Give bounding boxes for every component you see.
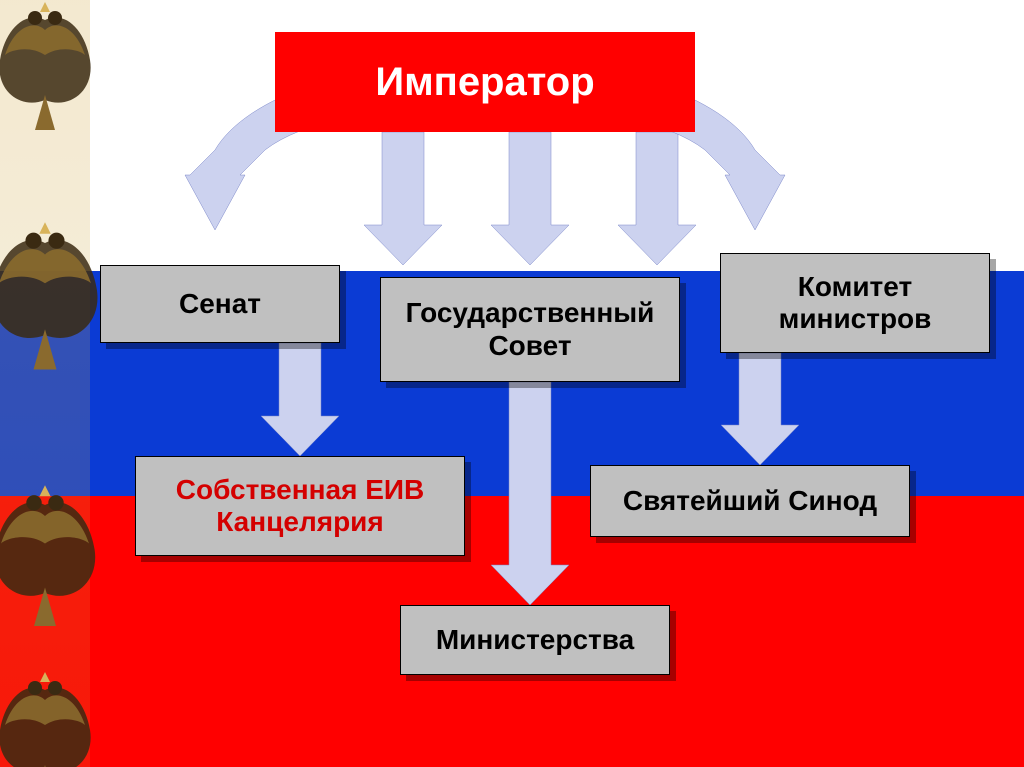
diagram-stage: Император Сенат Государственный Совет Комит… [0,0,1024,767]
node-synod: Святейший Синод [590,465,910,537]
node-label-ministries: Министерства [436,624,634,656]
node-chancellery: Собственная ЕИВ Канцелярия [135,456,465,556]
eagle-decor-1 [0,220,114,381]
eagle-decor-2 [0,483,111,637]
node-emperor: Император [275,32,695,132]
node-label-emperor: Император [375,59,594,105]
node-label-chancellery: Собственная ЕИВ Канцелярия [146,474,454,538]
node-committee: Комитет министров [720,253,990,353]
node-ministries: Министерства [400,605,670,675]
node-label-synod: Святейший Синод [623,485,877,517]
node-state_council: Государственный Совет [380,277,680,382]
node-label-state_council: Государственный Совет [391,297,669,361]
node-label-committee: Комитет министров [731,271,979,335]
node-label-senate: Сенат [179,288,261,320]
eagle-decor-0 [0,0,105,140]
eagle-decor-3 [0,670,105,767]
node-senate: Сенат [100,265,340,343]
